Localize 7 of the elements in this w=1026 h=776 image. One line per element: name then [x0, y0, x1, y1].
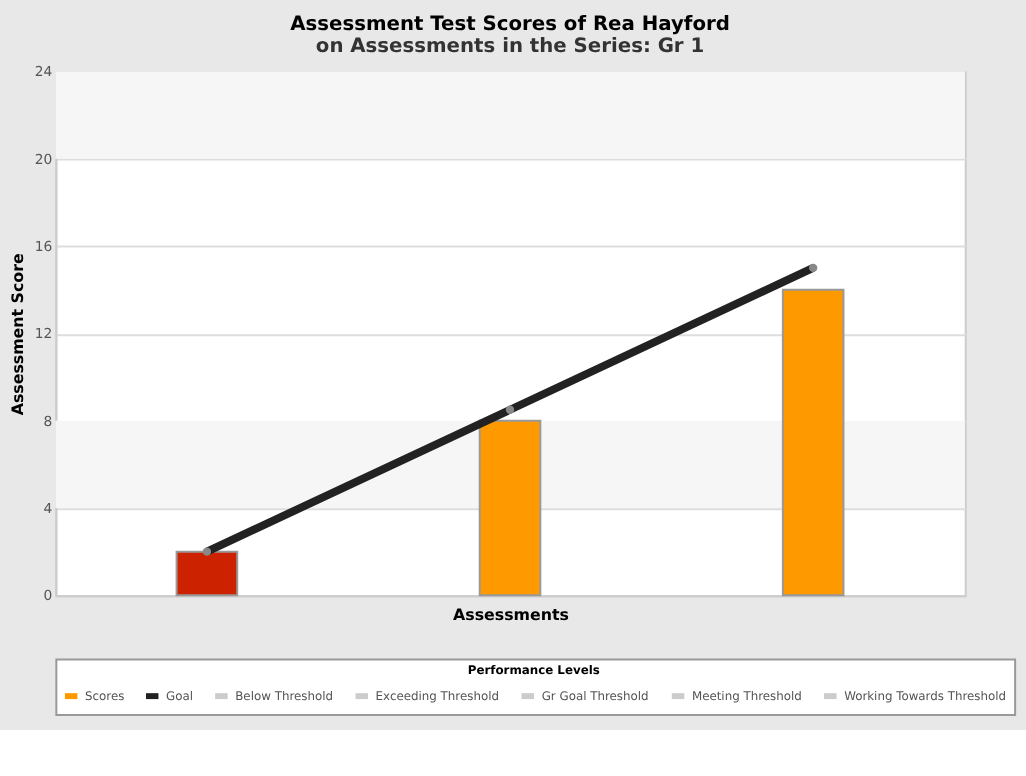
- bar: [781, 288, 845, 597]
- chart-subtitle: on Assessments in the Series: Gr 1: [315, 35, 705, 58]
- x-axis-title: Assessments: [453, 606, 570, 625]
- bar: [175, 550, 239, 597]
- chart-title: Assessment Test Scores of Rea Hayford: [290, 13, 730, 36]
- bar: [478, 419, 542, 597]
- y-axis-title: Assessment Score: [8, 253, 27, 416]
